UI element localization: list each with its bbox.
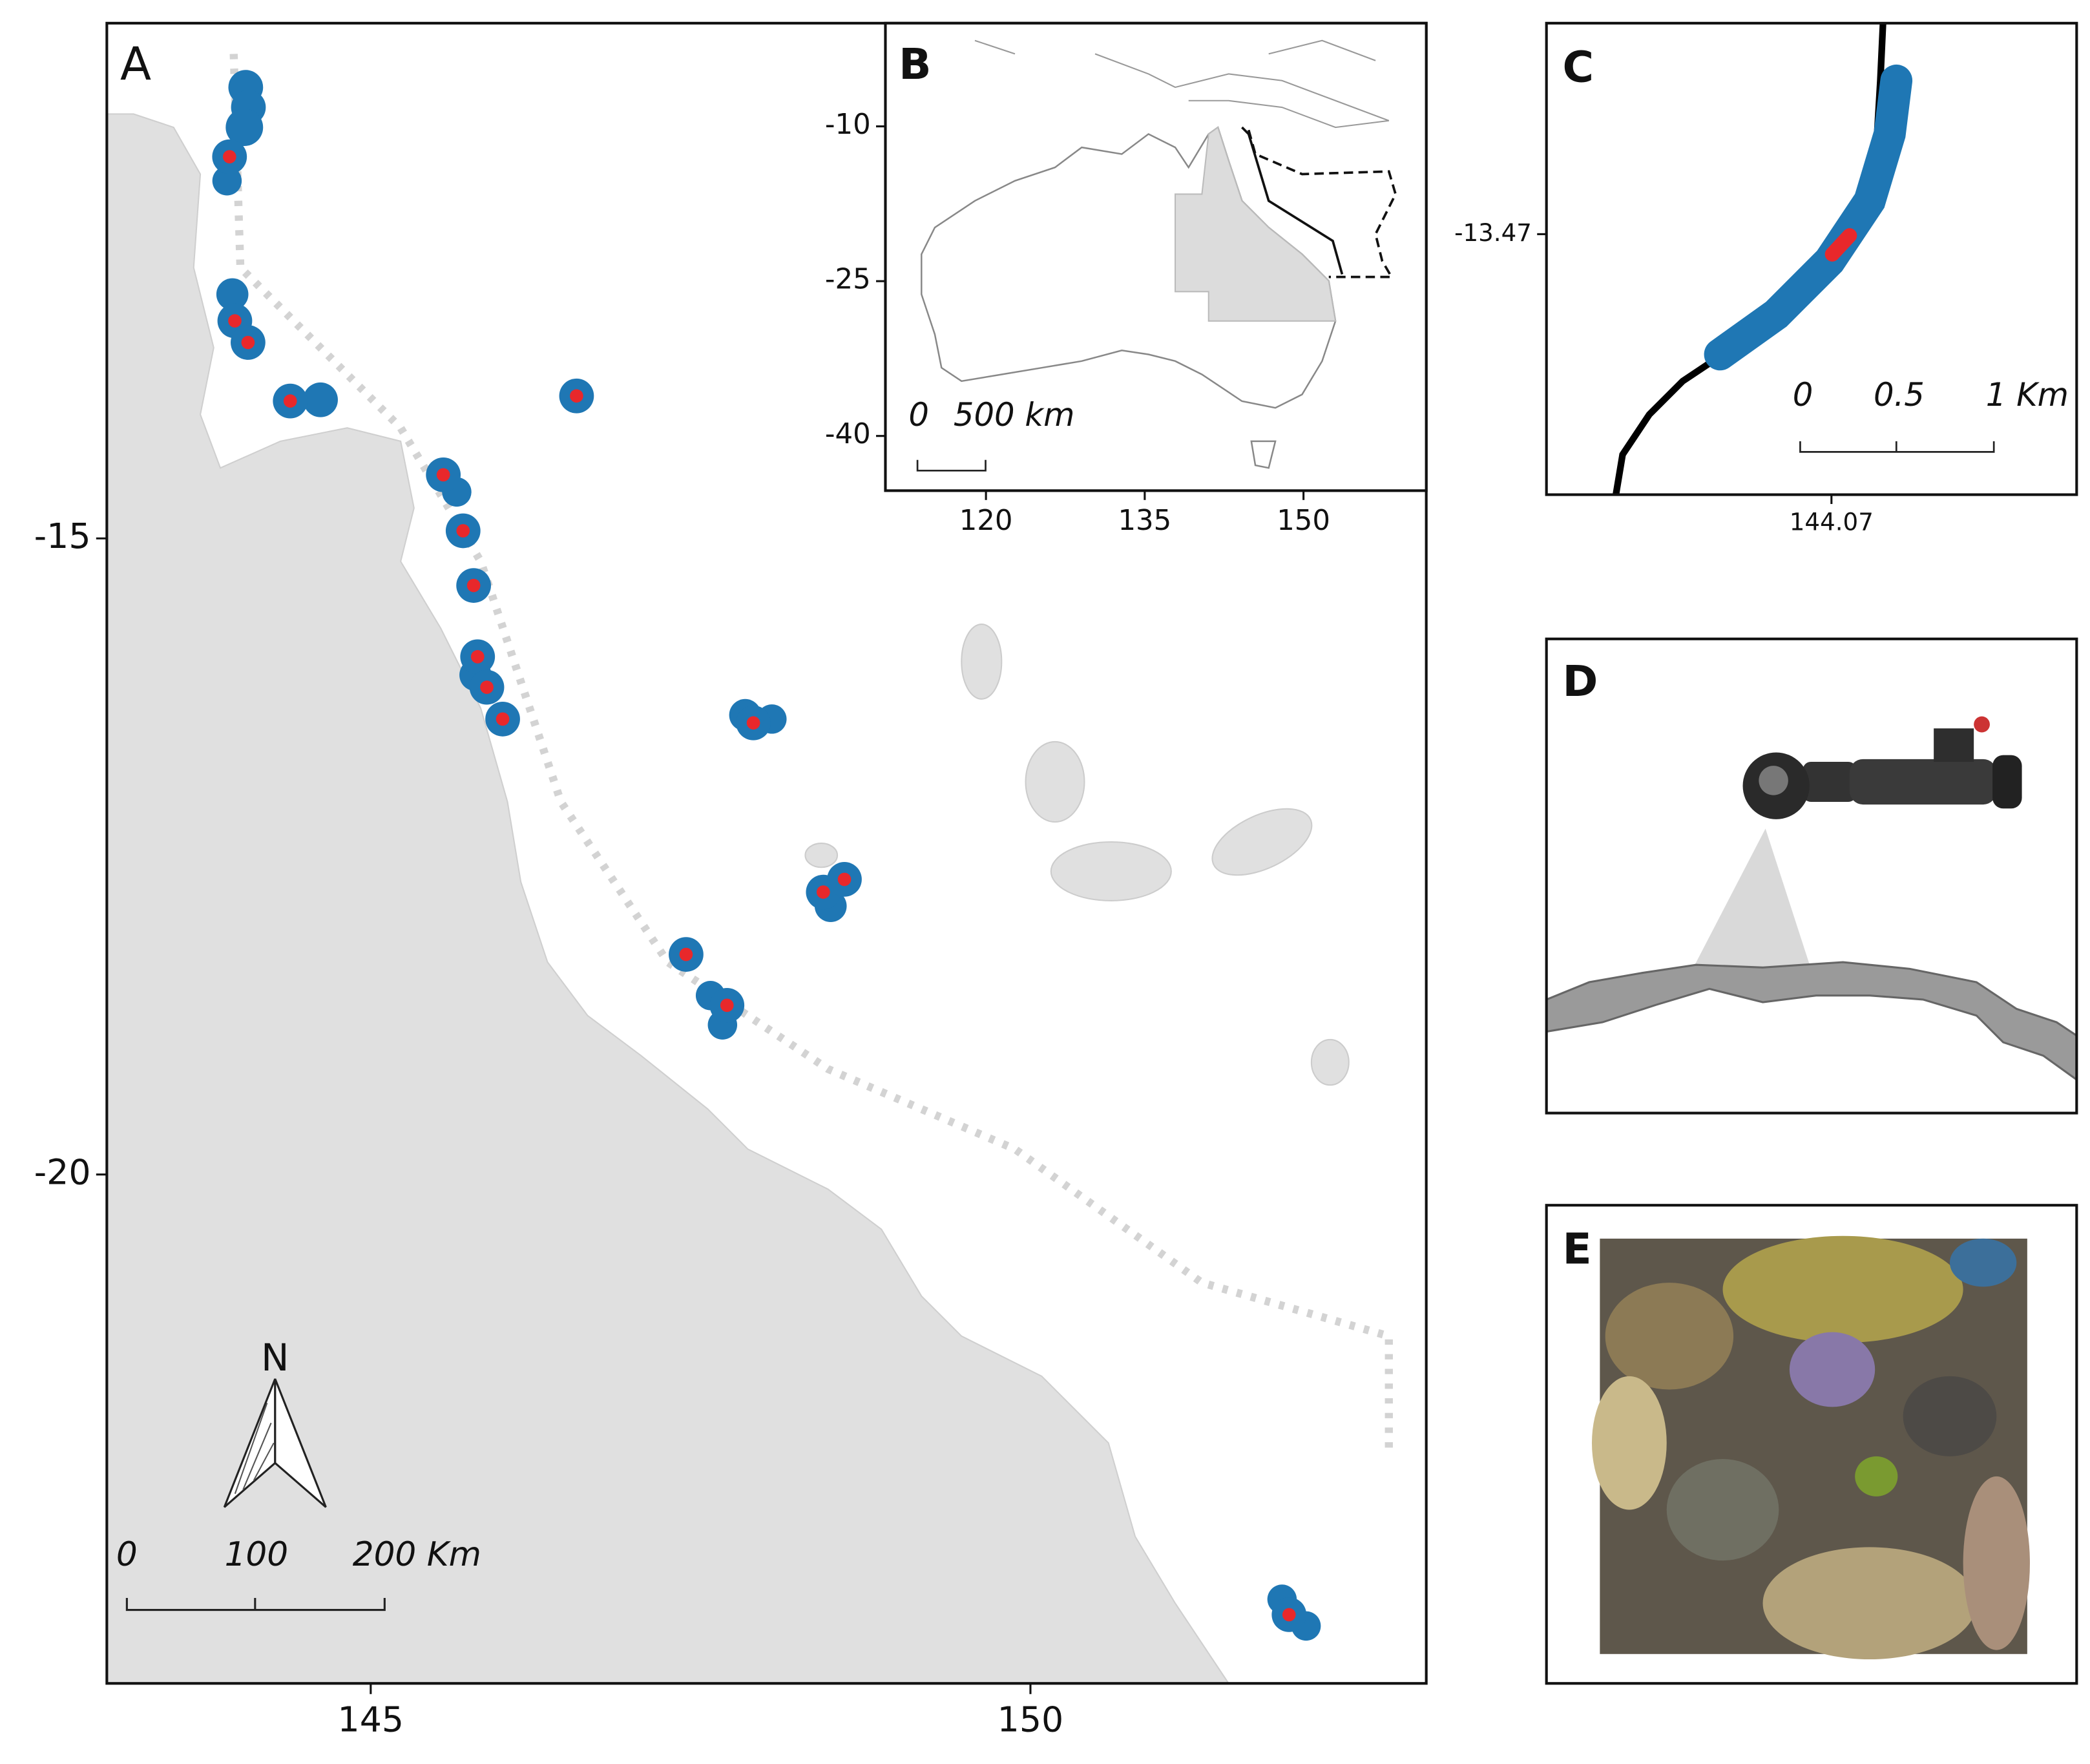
scale-bar: 0 100 200 Km (116, 1535, 481, 1612)
site (816, 885, 830, 899)
site (837, 872, 852, 887)
x-tick-label: 135 (1118, 505, 1171, 537)
reef-profile (1545, 961, 2078, 1082)
panel-label: E (1562, 1224, 1591, 1274)
site (1282, 1608, 1296, 1622)
reef-photo (1591, 1235, 2030, 1660)
transect (1824, 228, 1857, 262)
panel-frame (1545, 1204, 2078, 1685)
scale-label: 1 Km (1986, 376, 2069, 414)
panel-label: C (1562, 42, 1594, 92)
panel-frame (105, 21, 1428, 1685)
y-tick-label: -25 (825, 264, 871, 296)
site (436, 468, 450, 482)
x-tick-label: 144.07 (1790, 507, 1874, 536)
scale-bar (916, 459, 987, 472)
queensland (1175, 126, 1337, 322)
gbr-boundary (1247, 129, 1397, 278)
scale-label: 100 (225, 1535, 289, 1574)
panel-label: B (899, 39, 931, 89)
y-tick-label: -10 (825, 109, 871, 141)
scale-label: 0.5 (1874, 376, 1925, 414)
panel-b: 0 500 km B (884, 21, 1428, 492)
islands (804, 624, 1350, 1086)
panel-e: E (1545, 1204, 2078, 1685)
site (466, 578, 481, 593)
y-tick-label: -20 (34, 1151, 91, 1192)
scale-label: 0 (908, 396, 929, 434)
y-tick-label: -40 (825, 418, 871, 450)
site (222, 150, 236, 163)
site (746, 716, 760, 730)
x-tick-label: 150 (998, 1699, 1064, 1739)
y-tick-label: -15 (34, 516, 91, 556)
site (283, 394, 297, 408)
camera (1742, 716, 2022, 819)
site (241, 335, 255, 350)
panel-label: A (120, 37, 151, 90)
north-label: N (261, 1336, 289, 1380)
panel-c: 0 0.5 1 Km C (1545, 21, 2078, 496)
site (228, 314, 242, 328)
panel-label: D (1562, 656, 1598, 706)
x-tick-label: 145 (338, 1699, 404, 1739)
panel-d: D (1545, 637, 2078, 1115)
site (496, 712, 510, 726)
sites (212, 139, 1307, 1632)
scale-label: 0 (1793, 376, 1813, 414)
x-tick-label: 120 (959, 505, 1013, 537)
north-arrow: N (223, 1336, 327, 1508)
panel-frame (1545, 637, 2078, 1115)
y-tick-label: -13.47 (1454, 218, 1532, 247)
panel-frame (884, 21, 1428, 492)
transect-buffer (1704, 64, 1913, 371)
panel-frame (1545, 21, 2078, 496)
camera-view (1690, 828, 1813, 973)
site (480, 680, 494, 694)
site (720, 998, 734, 1013)
scale-label: 500 km (954, 396, 1075, 434)
scale-bar (1799, 441, 1995, 453)
gbr-boundary (1241, 126, 1344, 275)
site (679, 947, 693, 961)
scale-label: 200 Km (353, 1535, 481, 1574)
papua (974, 39, 1390, 129)
scale-label: 0 (116, 1535, 138, 1574)
site (570, 389, 583, 403)
site (456, 524, 470, 538)
x-tick-label: 150 (1277, 505, 1330, 537)
land (106, 113, 1230, 1685)
site (470, 650, 485, 664)
